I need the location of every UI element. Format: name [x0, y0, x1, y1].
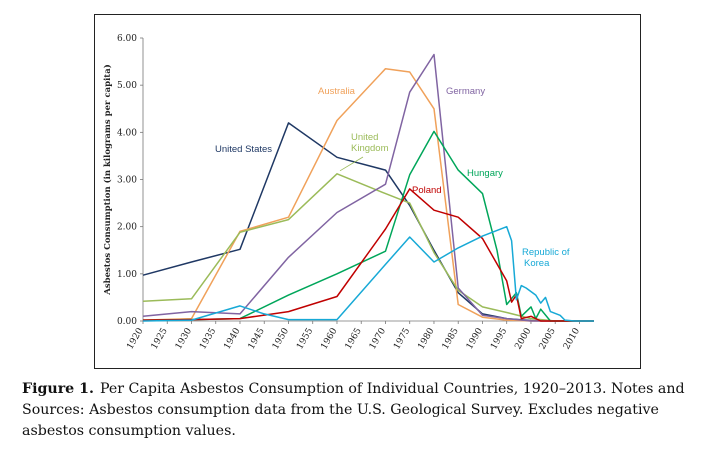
x-tick-label: 1995 — [489, 326, 509, 351]
x-tick-label: 1975 — [392, 326, 412, 351]
united-kingdom-leader-line — [339, 156, 364, 172]
series-line-poland — [142, 188, 594, 322]
y-tick-label: 4.00 — [117, 128, 137, 138]
series-label-united-states: United States — [215, 144, 272, 155]
series-label-united-kingdom: Kingdom — [351, 143, 389, 154]
series-label-republic-of-korea: Republic of — [522, 247, 570, 258]
y-tick-label: 0.00 — [117, 317, 137, 327]
x-tick-label: 2010 — [562, 326, 582, 351]
series-label-republic-of-korea: Korea — [524, 258, 550, 269]
x-tick-label: 1980 — [416, 326, 436, 351]
figure-label: Figure 1. — [22, 381, 94, 397]
series-line-republic-of-korea — [142, 225, 594, 322]
x-tick-label: 1930 — [174, 326, 194, 351]
x-tick-label: 1955 — [295, 326, 315, 351]
x-tick-label: 1935 — [198, 326, 218, 351]
x-tick-label: 1925 — [150, 326, 170, 351]
y-tick-label: 3.00 — [117, 176, 137, 186]
series-line-hungary — [142, 130, 594, 322]
line-chart: 0.00 1.00 2.00 3.00 4.00 5.00 6.00 1920 1925 1930… — [102, 34, 594, 351]
series-line-germany — [142, 53, 594, 322]
series-label-hungary: Hungary — [467, 168, 503, 179]
x-tick-label: 1960 — [319, 326, 339, 351]
caption-text: Per Capita Asbestos Consumption of Indiv… — [22, 381, 685, 439]
y-tick-label: 2.00 — [117, 223, 137, 233]
x-tick-label: 2000 — [513, 326, 533, 351]
series-label-poland: Poland — [412, 185, 442, 196]
x-tick-label: 1985 — [441, 326, 461, 351]
x-tick-label: 1965 — [344, 326, 364, 351]
x-tick-label: 1950 — [271, 326, 291, 351]
x-tick-label: 1945 — [247, 326, 267, 351]
y-tick-label: 5.00 — [117, 81, 137, 91]
y-tick-label: 1.00 — [117, 270, 137, 280]
series-label-united-kingdom: United — [351, 132, 378, 143]
y-tick-label: 6.00 — [117, 34, 137, 44]
x-tick-label: 2005 — [538, 326, 558, 351]
figure-caption: Figure 1. Per Capita Asbestos Consumption… — [22, 379, 698, 442]
x-tick-label: 1920 — [125, 326, 145, 351]
x-tick-label: 1940 — [222, 326, 242, 351]
x-tick-label: 1990 — [465, 326, 485, 351]
series-label-australia: Australia — [318, 86, 356, 97]
x-tick-label: 1970 — [368, 326, 388, 351]
series-label-germany: Germany — [446, 86, 485, 97]
y-axis-label: Asbestos Consumption (in kilograms per c… — [102, 64, 113, 296]
